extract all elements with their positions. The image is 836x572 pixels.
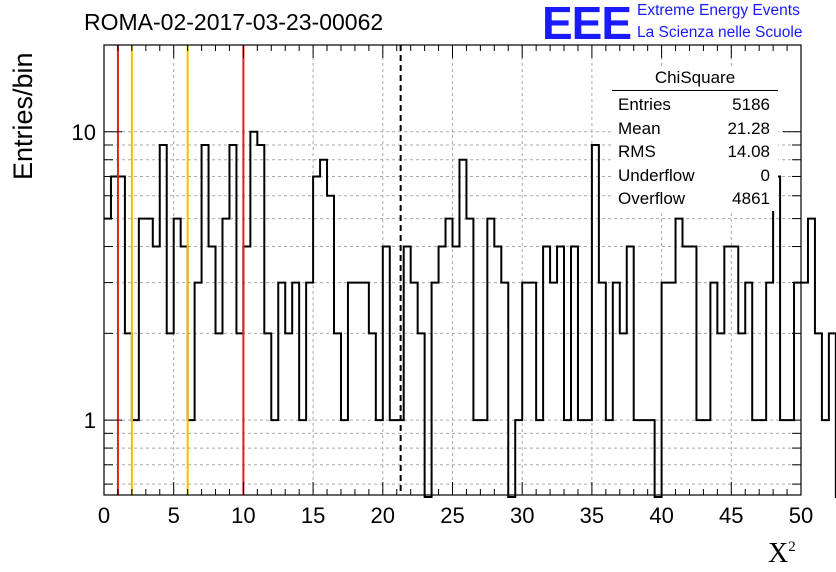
marker-lines <box>116 45 402 495</box>
histogram-series <box>104 130 836 498</box>
stats-label: Underflow <box>618 165 695 185</box>
x-tick-label: 50 <box>789 503 813 528</box>
stats-label: Overflow <box>618 189 686 208</box>
x-tick-label: 20 <box>371 503 395 528</box>
stats-row-entries: Entries 5186 <box>612 93 778 117</box>
x-tick-label: 40 <box>649 503 673 528</box>
stats-label: Entries <box>618 95 671 114</box>
y-tick-label: 10 <box>72 120 96 145</box>
stats-row-mean: Mean 21.28 <box>612 117 778 141</box>
stats-label: RMS <box>618 142 656 161</box>
x-tick-label: 0 <box>98 503 110 528</box>
stats-value: 14.08 <box>727 142 770 161</box>
histogram-line <box>104 130 836 498</box>
x-axis-label-superscript: 2 <box>788 539 796 555</box>
logo-line-1: Extreme Energy Events <box>637 2 800 19</box>
stats-label: Mean <box>618 118 661 138</box>
axis-ticks: 0 5 10 15 20 25 30 35 40 45 50 1 10 <box>72 44 813 528</box>
stats-row-overflow: Overflow 4861 <box>612 187 778 211</box>
stats-box: ChiSquare Entries 5186 Mean 21.28 RMS 14… <box>612 66 778 211</box>
logo-line-2: La Scienza nelle Scuole <box>637 24 803 41</box>
x-axis-label: X2 <box>768 538 796 570</box>
eee-logo: EEE <box>542 0 632 49</box>
y-axis-label: Entries/bin <box>8 52 38 180</box>
y-tick-label: 1 <box>84 408 96 433</box>
x-tick-label: 30 <box>510 503 534 528</box>
stats-row-rms: RMS 14.08 <box>612 140 778 164</box>
x-axis-label-base: X <box>768 538 789 569</box>
stats-title: ChiSquare <box>612 66 778 91</box>
stats-value: 21.28 <box>727 118 770 138</box>
stats-row-underflow: Underflow 0 <box>612 164 778 188</box>
stats-value: 0 <box>760 165 770 185</box>
x-tick-label: 10 <box>231 503 255 528</box>
x-tick-label: 15 <box>301 503 325 528</box>
x-tick-label: 45 <box>719 503 743 528</box>
chart-title: ROMA-02-2017-03-23-00062 <box>84 9 384 35</box>
x-tick-label: 35 <box>580 503 604 528</box>
x-tick-label: 5 <box>168 503 180 528</box>
stats-value: 4861 <box>732 189 770 208</box>
stats-value: 5186 <box>732 95 770 114</box>
x-tick-label: 25 <box>440 503 464 528</box>
